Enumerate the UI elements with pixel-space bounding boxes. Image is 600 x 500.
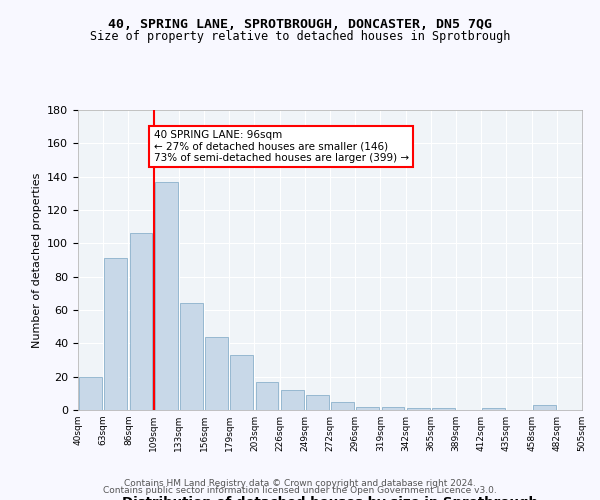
X-axis label: Distribution of detached houses by size in Sprotbrough: Distribution of detached houses by size … [122, 496, 538, 500]
Bar [205, 336, 228, 410]
Bar [331, 402, 354, 410]
Bar [230, 355, 253, 410]
Bar [407, 408, 430, 410]
Bar [356, 406, 379, 410]
Y-axis label: Number of detached properties: Number of detached properties [32, 172, 41, 348]
Text: Contains HM Land Registry data © Crown copyright and database right 2024.: Contains HM Land Registry data © Crown c… [124, 478, 476, 488]
Text: Contains public sector information licensed under the Open Government Licence v3: Contains public sector information licen… [103, 486, 497, 495]
Bar [104, 258, 127, 410]
Bar [432, 408, 455, 410]
Text: 40 SPRING LANE: 96sqm
← 27% of detached houses are smaller (146)
73% of semi-det: 40 SPRING LANE: 96sqm ← 27% of detached … [154, 130, 409, 163]
Bar [155, 182, 178, 410]
Bar [130, 234, 152, 410]
Bar [482, 408, 505, 410]
Bar [256, 382, 278, 410]
Text: Size of property relative to detached houses in Sprotbrough: Size of property relative to detached ho… [90, 30, 510, 43]
Text: 40, SPRING LANE, SPROTBROUGH, DONCASTER, DN5 7QG: 40, SPRING LANE, SPROTBROUGH, DONCASTER,… [108, 18, 492, 30]
Bar [281, 390, 304, 410]
Bar [382, 406, 404, 410]
Bar [180, 304, 203, 410]
Bar [79, 376, 102, 410]
Bar [306, 395, 329, 410]
Bar [533, 405, 556, 410]
